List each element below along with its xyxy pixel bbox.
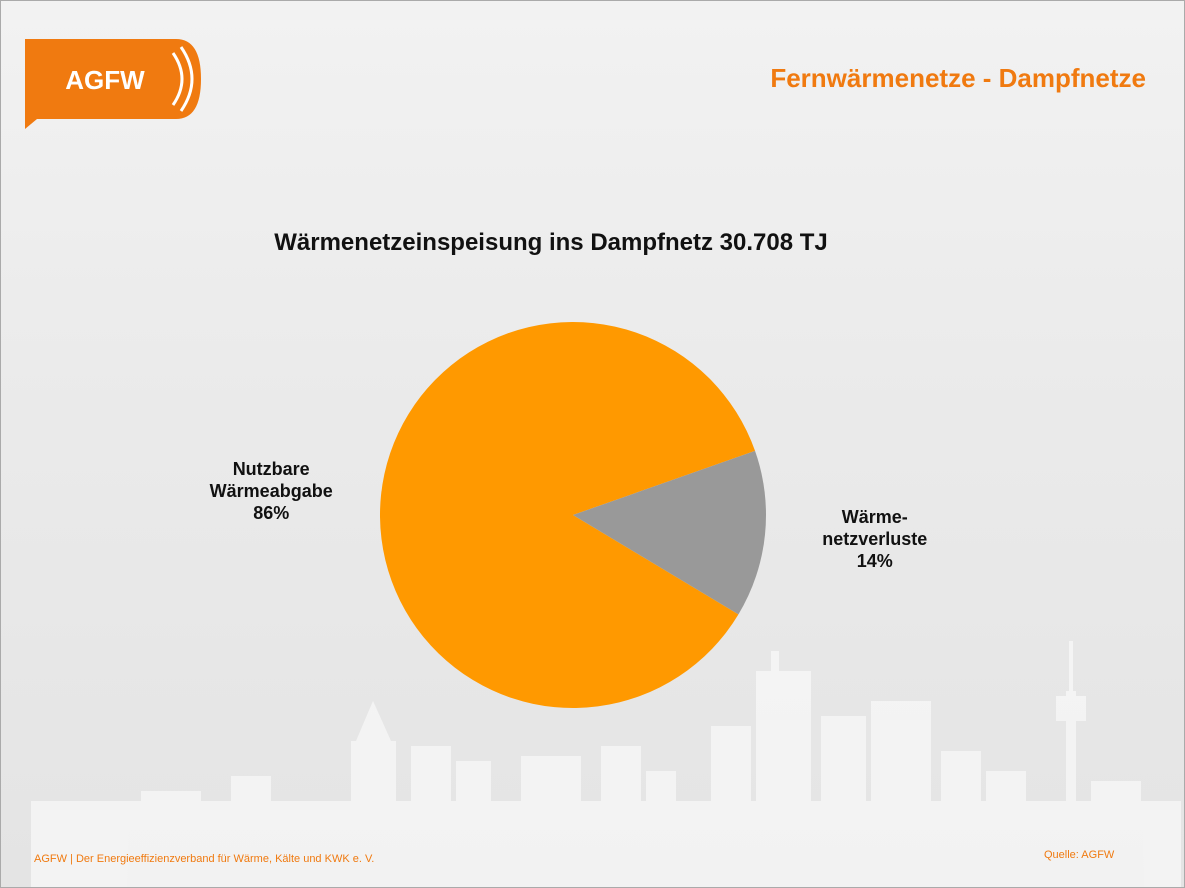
- chart-title: Wärmenetzeinspeisung ins Dampfnetz 30.70…: [1, 229, 1101, 257]
- slice-name: Nutzbare Wärmeabgabe: [206, 458, 336, 502]
- slice-value: 14%: [810, 550, 940, 572]
- slice-value: 86%: [206, 502, 336, 524]
- header-title: Fernwärmenetze - Dampfnetze: [770, 63, 1146, 94]
- source: Quelle: AGFW: [1044, 849, 1114, 861]
- page: AGFW Fernwärmenetze - Dampfnetze Wärmene…: [0, 0, 1185, 888]
- slice-name: Wärme-netzverluste: [810, 506, 940, 550]
- logo-text: AGFW: [65, 65, 145, 95]
- chart: AGFW: [1, 1, 1184, 887]
- footer-text: AGFW | Der Energieeffizienzverband für W…: [34, 853, 374, 865]
- logo: AGFW: [25, 39, 201, 129]
- slide: AGFW Fernwärmenetze - Dampfnetze Wärmene…: [0, 0, 1185, 888]
